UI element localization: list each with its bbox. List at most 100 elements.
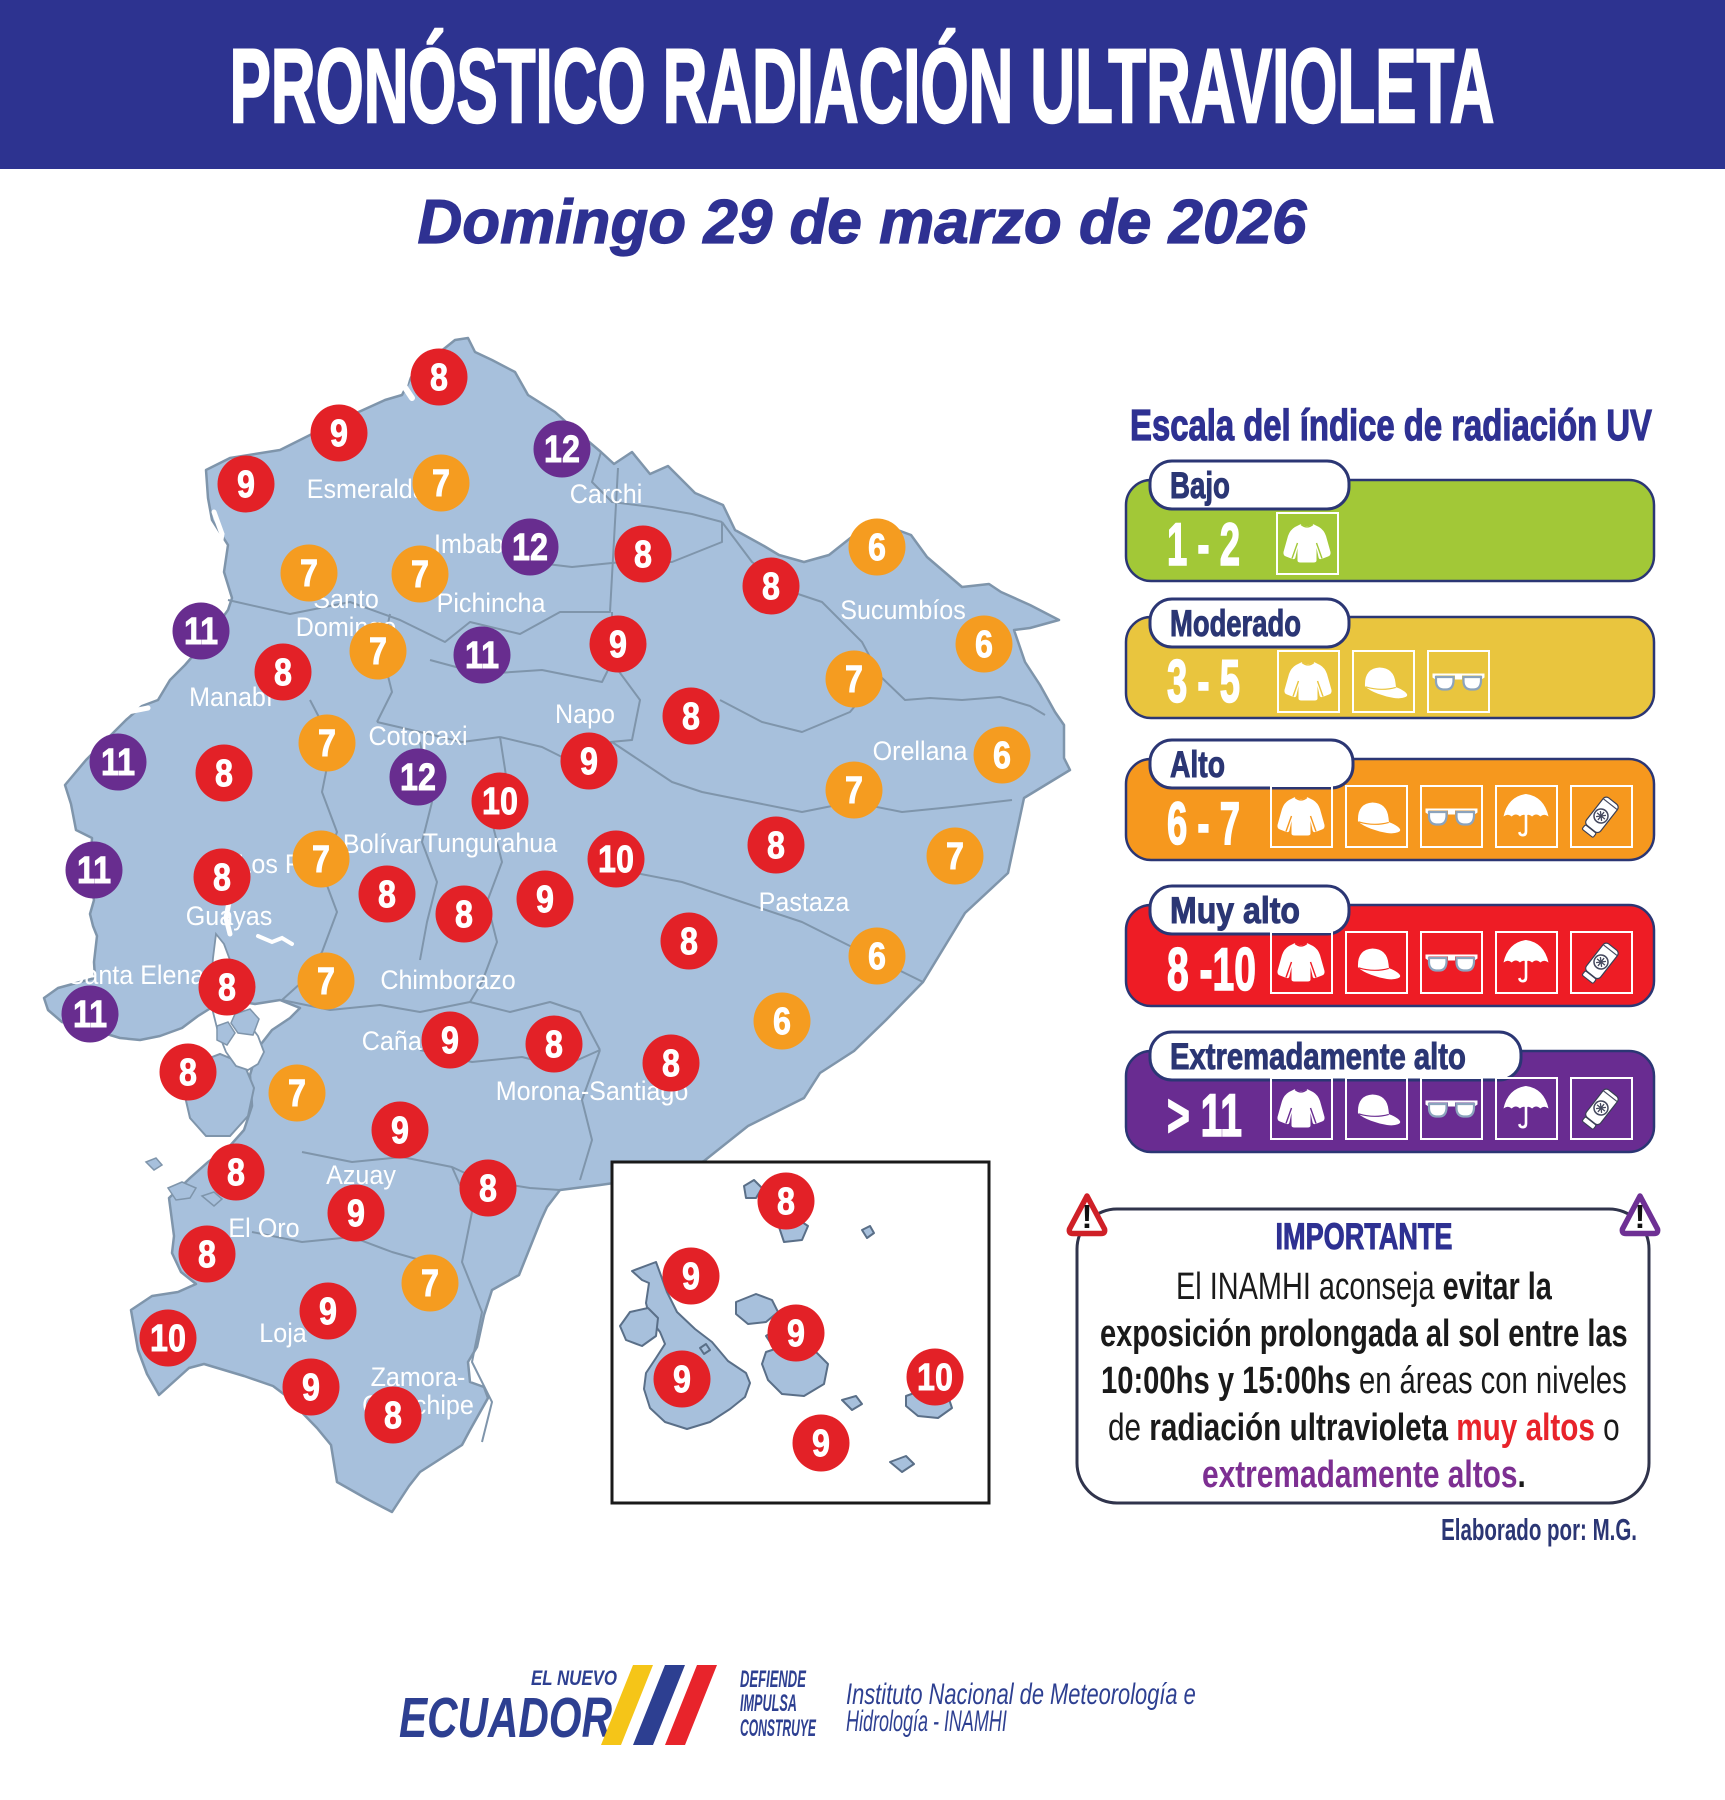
svg-text:7: 7 (300, 553, 318, 595)
svg-text:!: ! (1635, 1198, 1646, 1235)
svg-text:8: 8 (545, 1024, 563, 1066)
svg-text:9: 9 (682, 1256, 700, 1298)
svg-text:Elaborado por: M.G.: Elaborado por: M.G. (1441, 1512, 1637, 1547)
svg-text:7: 7 (318, 723, 336, 765)
svg-text:Bajo: Bajo (1170, 464, 1230, 506)
svg-text:Bolívar: Bolívar (343, 828, 421, 859)
svg-text:8: 8 (218, 967, 236, 1009)
svg-text:10: 10 (917, 1357, 953, 1399)
svg-text:6: 6 (773, 1001, 791, 1043)
svg-text:8: 8 (274, 652, 292, 694)
svg-text:8: 8 (198, 1234, 216, 1276)
svg-text:PRONÓSTICO RADIACIÓN ULTRAVIOL: PRONÓSTICO RADIACIÓN ULTRAVIOLETA (230, 28, 1495, 145)
svg-text:Loja: Loja (259, 1317, 307, 1348)
svg-text:9: 9 (319, 1291, 337, 1333)
svg-text:Moderado: Moderado (1170, 603, 1301, 644)
svg-text:12: 12 (544, 429, 580, 471)
svg-text:Extremadamente alto: Extremadamente alto (1170, 1037, 1466, 1078)
svg-text:7: 7 (946, 836, 964, 878)
svg-text:Orellana: Orellana (873, 735, 968, 766)
svg-text:11: 11 (465, 635, 499, 677)
svg-text:exposición prolongada al sol e: exposición prolongada al sol entre las (1100, 1312, 1628, 1355)
svg-text:7: 7 (845, 659, 863, 701)
svg-text:11: 11 (73, 994, 107, 1036)
svg-text:10:00hs y 15:00hs en áreas con: 10:00hs y 15:00hs en áreas con niveles (1101, 1359, 1627, 1402)
svg-text:9: 9 (812, 1423, 830, 1465)
svg-text:7: 7 (432, 463, 450, 505)
svg-text:8 -10: 8 -10 (1167, 935, 1256, 1003)
svg-text:9: 9 (330, 413, 348, 455)
svg-text:9: 9 (237, 464, 255, 506)
svg-text:extremadamente altos.: extremadamente altos. (1202, 1454, 1526, 1496)
svg-text:Cotopaxi: Cotopaxi (368, 720, 467, 751)
svg-text:7: 7 (317, 961, 335, 1003)
svg-text:7: 7 (421, 1263, 439, 1305)
svg-text:Pastaza: Pastaza (759, 886, 850, 917)
svg-text:8: 8 (680, 921, 698, 963)
svg-text:8: 8 (662, 1043, 680, 1085)
svg-text:12: 12 (512, 527, 548, 569)
svg-text:6: 6 (975, 624, 993, 666)
svg-text:6: 6 (868, 527, 886, 569)
svg-text:1 - 2: 1 - 2 (1167, 511, 1240, 579)
svg-text:8: 8 (430, 357, 448, 399)
svg-text:3 - 5: 3 - 5 (1167, 648, 1240, 716)
svg-text:9: 9 (580, 741, 598, 783)
svg-text:Sucumbíos: Sucumbíos (840, 594, 966, 625)
svg-text:9: 9 (787, 1313, 805, 1355)
svg-text:Cañar: Cañar (362, 1025, 431, 1056)
svg-text:8: 8 (762, 566, 780, 608)
svg-text:Domingo 29 de marzo de 2026: Domingo 29 de marzo de 2026 (418, 188, 1307, 257)
svg-text:8: 8 (227, 1152, 245, 1194)
svg-text:10: 10 (598, 839, 634, 881)
svg-text:11: 11 (77, 850, 111, 892)
svg-text:8: 8 (378, 874, 396, 916)
svg-text:Instituto Nacional de Meteorol: Instituto Nacional de Meteorología e (846, 1677, 1196, 1711)
svg-text:8: 8 (455, 894, 473, 936)
svg-text:10: 10 (150, 1318, 186, 1360)
svg-text:8: 8 (384, 1395, 402, 1437)
svg-text:Chimborazo: Chimborazo (380, 964, 515, 995)
svg-text:CONSTRUYE: CONSTRUYE (740, 1716, 817, 1743)
svg-text:Escala del índice de radiación: Escala del índice de radiación UV (1130, 401, 1652, 450)
svg-text:9: 9 (609, 624, 627, 666)
svg-text:7: 7 (411, 554, 429, 596)
svg-text:Carchi: Carchi (570, 478, 643, 509)
svg-text:9: 9 (391, 1110, 409, 1152)
svg-text:de radiación ultravioleta muy: de radiación ultravioleta muy altos o (1108, 1407, 1620, 1449)
svg-text:Hidrología - INAMHI: Hidrología - INAMHI (846, 1706, 1007, 1739)
svg-text:Tungurahua: Tungurahua (423, 827, 558, 858)
svg-text:9: 9 (536, 879, 554, 921)
svg-text:11: 11 (101, 742, 135, 784)
svg-text:Santa Elena: Santa Elena (68, 959, 205, 990)
svg-text:8: 8 (215, 753, 233, 795)
svg-text:9: 9 (441, 1020, 459, 1062)
svg-text:10: 10 (482, 781, 518, 823)
svg-text:6 - 7: 6 - 7 (1167, 790, 1240, 858)
svg-text:12: 12 (400, 757, 436, 799)
svg-text:8: 8 (479, 1168, 497, 1210)
svg-text:7: 7 (845, 770, 863, 812)
svg-text:!: ! (1082, 1198, 1093, 1235)
svg-text:9: 9 (347, 1193, 365, 1235)
svg-text:7: 7 (312, 839, 330, 881)
svg-text:IMPORTANTE: IMPORTANTE (1276, 1216, 1453, 1257)
svg-text:El INAMHI aconseja evitar la: El INAMHI aconseja evitar la (1176, 1265, 1552, 1308)
svg-text:DEFIENDE: DEFIENDE (740, 1667, 807, 1693)
svg-text:Pichincha: Pichincha (437, 587, 546, 618)
svg-text:8: 8 (682, 696, 700, 738)
svg-text:IMPULSA: IMPULSA (740, 1691, 797, 1717)
svg-text:Zamora-: Zamora- (371, 1361, 466, 1392)
svg-text:9: 9 (673, 1359, 691, 1401)
svg-text:8: 8 (179, 1052, 197, 1094)
svg-text:Napo: Napo (555, 698, 615, 729)
svg-text:11: 11 (184, 611, 218, 653)
svg-text:6: 6 (993, 735, 1011, 777)
svg-text:9: 9 (302, 1367, 320, 1409)
svg-text:8: 8 (777, 1181, 795, 1223)
svg-text:EL NUEVO: EL NUEVO (531, 1667, 617, 1690)
svg-text:El Oro: El Oro (228, 1212, 299, 1243)
svg-text:Guayas: Guayas (186, 900, 273, 931)
svg-text:8: 8 (213, 857, 231, 899)
svg-text:> 11: > 11 (1167, 1081, 1242, 1149)
